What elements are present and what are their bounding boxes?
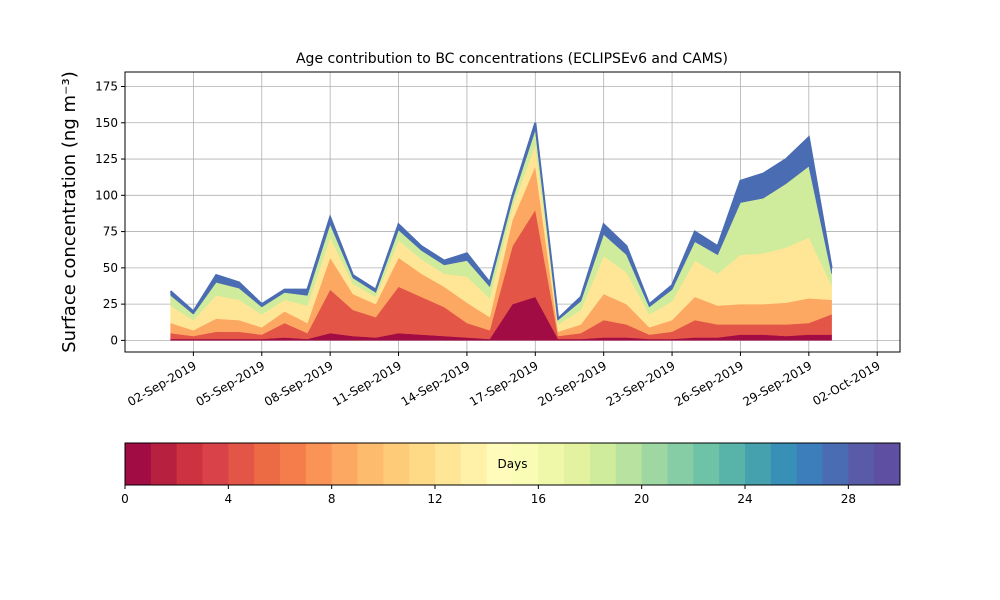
colorbar-bin: [435, 443, 462, 485]
x-tick-label: 23-Sep-2019: [604, 358, 678, 409]
colorbar-bin: [590, 443, 617, 485]
y-axis-label: Surface concentration (ng m⁻³): [59, 71, 80, 353]
y-tick-label: 0: [110, 333, 118, 347]
y-tick-label: 100: [95, 188, 118, 202]
x-tick-label: 29-Sep-2019: [741, 358, 815, 409]
areas: [169, 122, 833, 341]
colorbar-bin: [719, 443, 746, 485]
colorbar-bin: [331, 443, 358, 485]
colorbar-bin: [409, 443, 436, 485]
x-tick-label: 02-Sep-2019: [125, 358, 199, 409]
colorbar-tick-label: 16: [531, 492, 546, 506]
colorbar-bin: [305, 443, 333, 485]
plot-frame: [124, 71, 901, 353]
colorbar-bin: [125, 443, 152, 485]
colorbar-bin: [280, 443, 307, 485]
colorbar-bin: [693, 443, 720, 485]
x-tick-label: 20-Sep-2019: [535, 358, 609, 409]
x-tick-label: 17-Sep-2019: [467, 358, 541, 409]
colorbar-bin: [254, 443, 281, 485]
x-tick-label: 14-Sep-2019: [399, 358, 473, 409]
colorbar-bin: [745, 443, 772, 485]
y-tick-label: 125: [95, 152, 118, 166]
colorbar-tick-label: 12: [427, 492, 442, 506]
colorbar-bin: [770, 443, 798, 485]
y-tick-label: 75: [103, 225, 118, 239]
colorbar-bin: [615, 443, 643, 485]
colorbar-bin: [383, 443, 410, 485]
x-tick-label: 02-Oct-2019: [810, 358, 882, 408]
colorbar-bin: [202, 443, 229, 485]
colorbar-frame: [124, 442, 901, 486]
colorbar-tick-label: 8: [328, 492, 336, 506]
colorbar-tick-label: 28: [841, 492, 856, 506]
colorbar-bin: [486, 443, 513, 485]
y-tick-label: 50: [103, 261, 118, 275]
colorbar-bin: [667, 443, 694, 485]
colorbar-tick-label: 24: [737, 492, 752, 506]
x-tick-label: 26-Sep-2019: [672, 358, 746, 409]
colorbar-bin: [822, 443, 849, 485]
top-line: [169, 122, 833, 321]
colorbar-bin: [874, 443, 901, 485]
colorbar-tick-label: 0: [121, 492, 129, 506]
colorbar-bin: [641, 443, 668, 485]
x-tick-label: 05-Sep-2019: [193, 358, 267, 409]
colorbar-label: Days: [498, 457, 528, 471]
colorbar-bin: [796, 443, 823, 485]
x-tick-label: 11-Sep-2019: [330, 358, 404, 409]
colorbar-bin: [538, 443, 565, 485]
colorbar-bin: [512, 443, 539, 485]
colorbar-bin: [564, 443, 591, 485]
colorbar-tick-label: 20: [634, 492, 649, 506]
colorbar-bin: [848, 443, 875, 485]
y-tick-label: 175: [95, 80, 118, 94]
colorbar-bin: [460, 443, 488, 485]
colorbar-tick-label: 4: [225, 492, 233, 506]
y-tick-label: 150: [95, 116, 118, 130]
x-tick-label: 08-Sep-2019: [262, 358, 336, 409]
colorbar-bin: [357, 443, 384, 485]
colorbar-bin: [176, 443, 203, 485]
colorbar-bin: [228, 443, 255, 485]
colorbar-bin: [150, 443, 178, 485]
chart-title: Age contribution to BC concentrations (E…: [296, 51, 728, 67]
y-tick-label: 25: [103, 297, 118, 311]
